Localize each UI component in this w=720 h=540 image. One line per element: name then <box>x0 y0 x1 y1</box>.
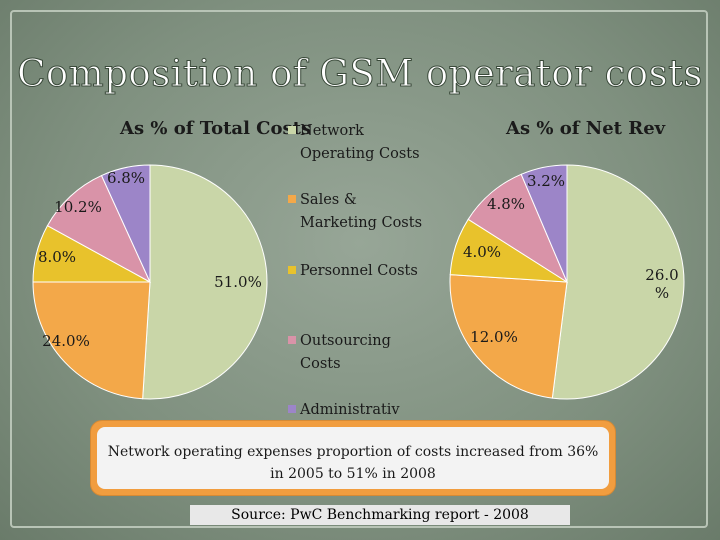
left-chart-title: As % of Total Costs <box>120 118 312 139</box>
data-label-netrev-2: 4.0% <box>463 243 501 261</box>
pie-slice-netrev-0 <box>551 164 685 400</box>
legend-label: Administrativ <box>300 402 400 418</box>
data-label-netrev-0: 26.0% <box>645 266 678 302</box>
pie-slice-total-3 <box>46 174 152 284</box>
data-label-total-3: 10.2% <box>54 198 102 216</box>
pie-slice-total-4 <box>100 164 151 283</box>
data-label-total-2: 8.0% <box>38 248 76 266</box>
legend-swatch <box>288 336 296 344</box>
pie-slice-total-0 <box>142 164 268 400</box>
legend-label: Network Operating Costs <box>300 123 420 162</box>
data-label-netrev-3: 4.8% <box>487 195 525 213</box>
data-label-netrev-1: 12.0% <box>470 328 518 346</box>
legend-label: Outsourcing Costs <box>300 333 391 372</box>
data-label-total-4: 6.8% <box>107 169 145 187</box>
data-label-total-1: 24.0% <box>42 332 90 350</box>
pie-slice-netrev-1 <box>449 274 568 399</box>
legend-label: Sales & Marketing Costs <box>300 192 423 231</box>
legend-swatch <box>288 405 296 413</box>
callout-box: Network operating expenses proportion of… <box>90 420 616 496</box>
pie-slice-total-1 <box>32 281 151 400</box>
legend-label: Personnel Costs <box>300 263 418 279</box>
callout-text: Network operating expenses proportion of… <box>97 427 609 489</box>
slide-frame <box>10 10 708 528</box>
data-label-total-0: 51.0% <box>214 273 262 291</box>
right-chart-title: As % of Net Rev <box>506 118 666 139</box>
slide-title: Composition of GSM operator costs <box>17 52 703 96</box>
data-label-netrev-4: 3.2% <box>527 172 565 190</box>
pie-slice-netrev-4 <box>520 164 568 283</box>
legend-swatch <box>288 195 296 203</box>
legend-swatch <box>288 126 296 134</box>
source-note: Source: PwC Benchmarking report - 2008 <box>190 505 570 525</box>
legend-swatch <box>288 266 296 274</box>
